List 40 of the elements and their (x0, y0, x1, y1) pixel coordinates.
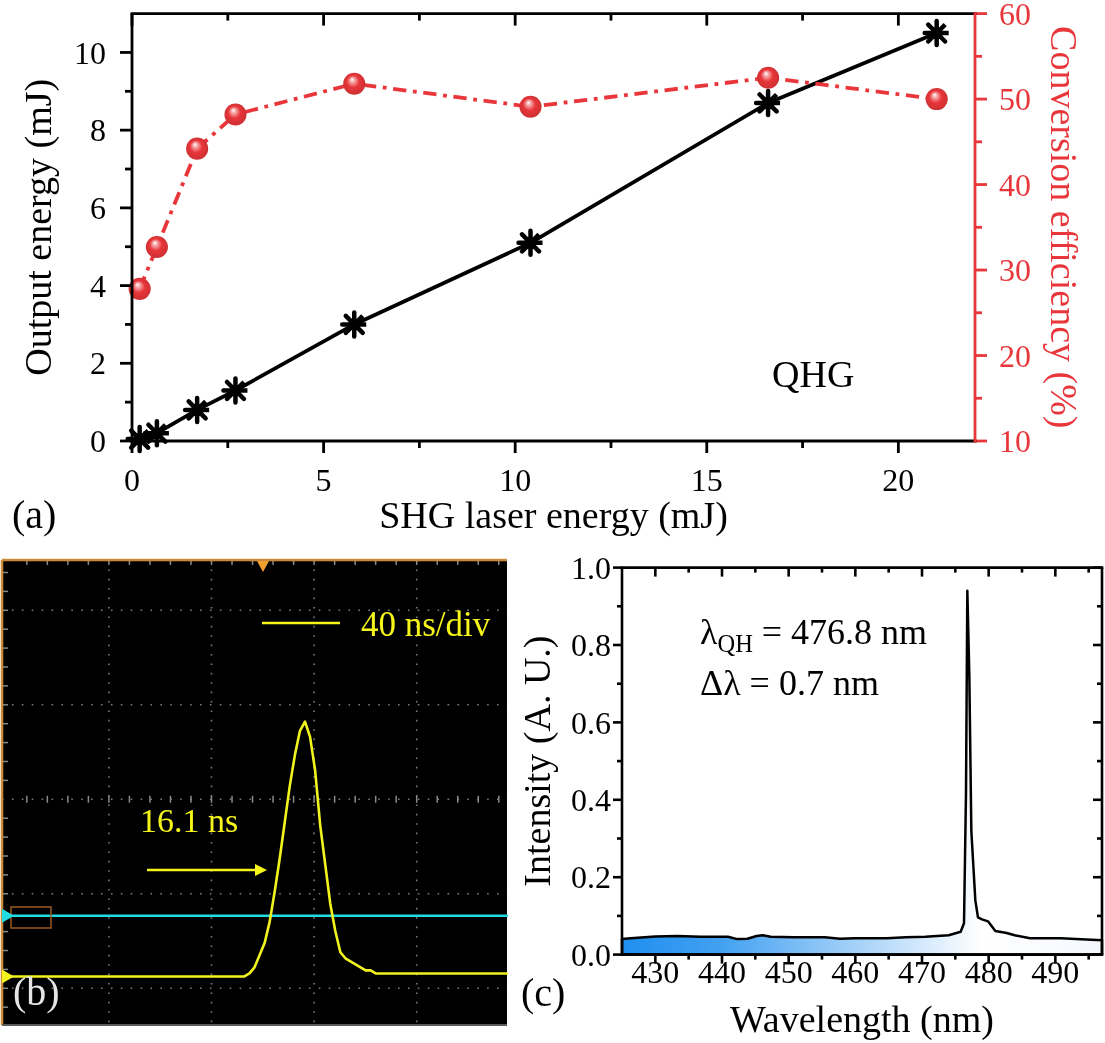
y-axis-title: Output energy (mJ) (17, 78, 60, 376)
annotation: (b) (13, 969, 60, 1014)
y-axis-title: Intensity (A. U.) (516, 635, 559, 887)
y2-tick-label: 10 (999, 423, 1031, 460)
y2-tick-label: 50 (999, 81, 1031, 118)
y-tick-label: 8 (90, 112, 106, 149)
y-tick-label: 2 (90, 345, 106, 382)
x-axis-title: Wavelength (nm) (730, 998, 994, 1041)
y2-axis-title: Conversion efficiency (%) (1042, 26, 1085, 429)
x-tick-label: 490 (1031, 954, 1080, 990)
annotation: 16.1 ns (140, 802, 239, 839)
annotation: Δλ = 0.7 nm (700, 663, 879, 703)
x-tick-label: 0 (124, 462, 140, 498)
x-tick-label: 480 (964, 954, 1013, 990)
x-tick-label: 430 (631, 954, 680, 990)
x-tick-label: 20 (882, 462, 915, 498)
x-tick-label: 460 (831, 954, 880, 990)
y-tick-label: 0.4 (571, 782, 611, 818)
y-tick-label: 0.6 (571, 704, 611, 741)
text: (a) (12, 492, 57, 537)
x-tick-label: 470 (898, 954, 946, 990)
y2-tick-label: 40 (999, 166, 1031, 203)
y2-tick-label: 20 (999, 337, 1031, 374)
y-tick-label: 0.8 (571, 627, 611, 664)
x-tick-label: 5 (315, 462, 332, 498)
y-tick-label: 0.2 (571, 859, 611, 896)
x-tick-label: 440 (698, 954, 746, 990)
x-tick-label: 450 (764, 954, 813, 990)
y2-tick-label: 60 (999, 0, 1031, 32)
y-tick-label: 10 (74, 34, 106, 71)
text: (c) (521, 970, 566, 1015)
y-tick-label: 0.0 (571, 936, 611, 973)
annotation: QHG (772, 353, 855, 395)
annotation: λ$_{QH}$ = 476.8 nm (700, 612, 928, 657)
y-tick-label: 6 (90, 190, 106, 227)
y-tick-label: 0 (90, 423, 106, 460)
y2-tick-label: 30 (999, 252, 1031, 289)
y-tick-label: 1.0 (571, 549, 611, 586)
text: 40 ns/div (361, 605, 491, 644)
y-tick-label: 4 (90, 267, 106, 304)
